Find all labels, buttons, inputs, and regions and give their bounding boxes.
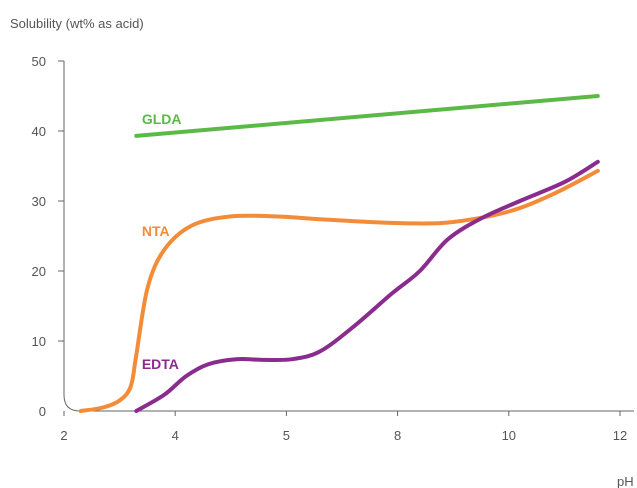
x-tick-label: 5 xyxy=(283,428,290,443)
x-tick-label: 10 xyxy=(502,428,516,443)
series-line-nta xyxy=(78,168,600,413)
series-line-glda xyxy=(134,94,600,138)
ticks: 0 10 20 30 40 50 2 4 5 8 10 12 xyxy=(32,54,628,443)
y-tick-label: 10 xyxy=(32,334,46,349)
x-tick-label: 2 xyxy=(60,428,67,443)
x-tick-label: 12 xyxy=(613,428,627,443)
series-labels: GLDA NTA EDTA xyxy=(142,111,182,372)
series-label-edta: EDTA xyxy=(142,356,179,372)
x-tick-label: 4 xyxy=(172,428,179,443)
axes xyxy=(63,61,634,412)
y-tick-label: 30 xyxy=(32,194,46,209)
x-axis-title: pH xyxy=(617,474,634,488)
y-tick-label: 0 xyxy=(39,404,46,419)
axis-corner xyxy=(63,394,81,412)
series-lines xyxy=(78,94,600,413)
y-tick-label: 40 xyxy=(32,124,46,139)
series-line-edta xyxy=(134,159,600,413)
series-label-glda: GLDA xyxy=(142,111,182,127)
y-axis-title: Solubility (wt% as acid) xyxy=(10,16,144,31)
y-tick-label: 20 xyxy=(32,264,46,279)
x-tick-label: 8 xyxy=(394,428,401,443)
series-label-nta: NTA xyxy=(142,223,170,239)
y-tick-label: 50 xyxy=(32,54,46,69)
